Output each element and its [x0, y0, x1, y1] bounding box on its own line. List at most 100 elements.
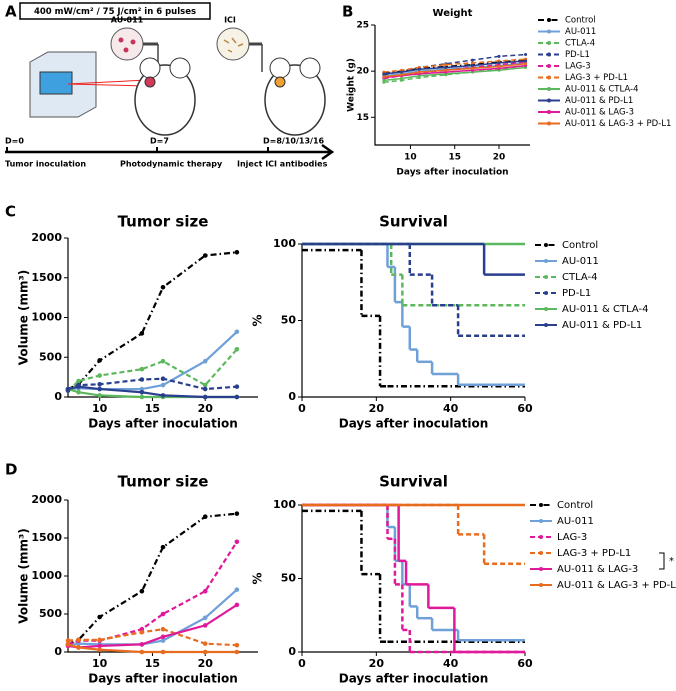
x-tick-label: 20	[369, 657, 385, 670]
step-label: Tumor inoculation	[5, 160, 86, 169]
data-point	[234, 649, 240, 655]
antibodies	[223, 37, 244, 53]
data-point	[202, 623, 208, 628]
protocol-text: 400 mW/cm² / 75 J/cm² in 6 pulses	[34, 7, 196, 17]
data-point	[160, 638, 166, 643]
x-tick-label: 40	[443, 657, 459, 670]
data-point	[160, 358, 166, 364]
data-point	[524, 62, 528, 66]
data-point	[65, 638, 71, 643]
day-label: D=7	[150, 137, 169, 146]
legend-label: Control	[562, 240, 598, 251]
y-tick-label: 1500	[31, 271, 62, 284]
data-point	[234, 384, 240, 389]
agent-label: AU-011	[111, 16, 144, 25]
data-point	[76, 378, 81, 384]
data-point	[524, 53, 528, 57]
legend-marker	[544, 259, 548, 263]
data-point	[139, 366, 145, 372]
axes	[301, 505, 525, 653]
mouse-ear	[169, 57, 191, 79]
data-point	[202, 382, 208, 388]
data-point	[202, 358, 208, 364]
x-tick-label: 15	[145, 657, 160, 670]
device-screen	[39, 71, 73, 95]
x-tick-label: 20	[198, 657, 214, 670]
x-tick-label: 60	[517, 402, 533, 415]
y-axis-label: %	[251, 572, 265, 584]
mouse-ear	[299, 57, 321, 79]
y-tick-label: 2000	[31, 493, 62, 506]
data-point	[160, 611, 166, 617]
dish-dot	[118, 37, 124, 43]
protocol-box	[19, 2, 211, 20]
step-label: Photodynamic therapy	[120, 160, 223, 169]
data-point	[139, 394, 145, 400]
mouse-ear	[139, 57, 161, 79]
legend-label: LAG-3 + PD-L1	[565, 73, 628, 83]
data-point	[97, 643, 102, 649]
data-point	[160, 393, 166, 398]
data-point	[234, 587, 240, 592]
data-point	[444, 65, 448, 69]
y-tick-label: 500	[39, 607, 62, 620]
y-tick-label: 100	[273, 498, 296, 511]
legend-label: CTLA-4	[565, 39, 595, 49]
data-point	[470, 64, 474, 68]
legend-label: AU-011	[557, 516, 594, 527]
y-tick-label: 1500	[31, 531, 62, 544]
x-tick-label: 20	[493, 153, 506, 163]
x-tick-label: 10	[404, 153, 417, 163]
panel-label: D	[5, 461, 17, 479]
legend-marker	[547, 75, 551, 80]
data-point	[202, 394, 208, 400]
data-point	[497, 61, 501, 65]
data-point	[202, 386, 208, 392]
legend-marker	[544, 291, 548, 295]
legend-label: Control	[557, 500, 593, 511]
data-point	[234, 642, 240, 648]
data-point	[65, 386, 71, 392]
laser-beam	[67, 83, 149, 87]
legend-label: LAG-3	[565, 62, 591, 72]
x-tick-label: 40	[443, 402, 459, 415]
panel-label: B	[342, 3, 353, 21]
legend-label: AU-011 & PD-L1	[562, 320, 642, 331]
data-point	[139, 331, 145, 336]
day-label: D=0	[5, 137, 24, 146]
legend-label: LAG-3	[557, 532, 587, 543]
data-point	[76, 389, 81, 395]
data-point	[139, 649, 145, 655]
y-tick-label: 0	[54, 390, 62, 403]
data-point	[417, 67, 421, 71]
legend-label: AU-011	[562, 256, 599, 267]
x-axis-label: Days after inoculation	[88, 417, 238, 431]
y-tick-label: 100	[273, 237, 296, 250]
x-tick-label: 15	[145, 402, 160, 415]
axes	[301, 244, 525, 398]
legend-label: AU-011 & LAG-3	[565, 108, 634, 118]
x-axis-label: Days after inoculation	[339, 417, 489, 431]
data-point	[382, 78, 386, 82]
data-point	[470, 66, 474, 70]
data-point	[97, 381, 102, 387]
legend-marker	[547, 110, 551, 114]
x-axis-label: Days after inoculation	[396, 168, 508, 178]
legend-marker	[544, 323, 548, 327]
legend-label: PD-L1	[565, 50, 590, 60]
data-point	[139, 629, 145, 635]
data-point	[139, 588, 145, 594]
legend-label: AU-011 & LAG-3	[557, 564, 638, 575]
legend-marker	[547, 64, 551, 68]
laser-beam	[67, 79, 149, 85]
y-tick-label: 15	[356, 113, 369, 123]
data-point	[202, 649, 208, 655]
x-axis-label: Days after inoculation	[88, 672, 238, 686]
timeline-arrow	[321, 143, 335, 161]
legend-label: AU-011 & CTLA-4	[562, 304, 649, 315]
y-tick-label: 50	[281, 572, 297, 585]
legend-marker	[544, 307, 548, 311]
data-point	[97, 373, 102, 378]
data-point	[444, 68, 448, 72]
data-point	[160, 634, 166, 640]
